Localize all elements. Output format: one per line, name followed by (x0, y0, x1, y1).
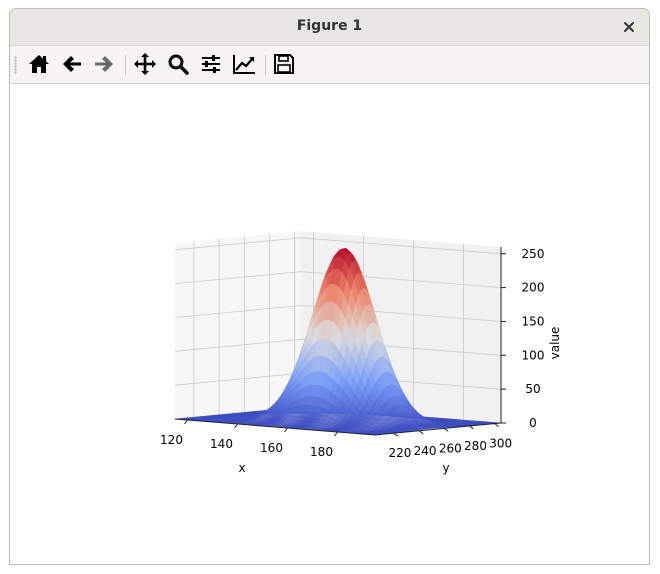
y-tick-label: 240 (414, 444, 437, 458)
y-tick (393, 432, 399, 437)
toolbar-separator (125, 55, 126, 75)
z-tick-label: 100 (522, 348, 545, 362)
x-tick-label: 140 (210, 437, 233, 451)
z-tick-label: 50 (525, 382, 540, 396)
close-icon (624, 22, 634, 32)
z-tick-label: 0 (529, 416, 537, 430)
grid-line-z (174, 237, 502, 255)
y-tick-label: 300 (489, 437, 512, 451)
y-tick-label: 260 (439, 441, 462, 455)
edit-axes-button[interactable] (229, 49, 259, 79)
x-tick-label: 120 (160, 433, 183, 447)
y-tick-label: 280 (464, 439, 487, 453)
home-icon (29, 55, 49, 73)
z-tick-label: 250 (522, 247, 545, 261)
x-tick-label: 180 (310, 445, 333, 459)
arrow-left-icon (63, 56, 81, 72)
home-button[interactable] (24, 49, 54, 79)
toolbar-separator (265, 55, 266, 75)
axes-labels: 120 140 160 180 220 240 260 280 300 0 50 100 150 200 2… (160, 247, 562, 475)
back-button[interactable] (57, 49, 87, 79)
close-button[interactable] (617, 15, 641, 39)
x-tick (334, 431, 338, 437)
window-title: Figure 1 (296, 18, 363, 34)
pan-button[interactable] (130, 49, 160, 79)
grid-line-z (174, 271, 502, 288)
y-tick (418, 430, 424, 435)
line-chart-icon (233, 55, 255, 74)
z-tick-label: 150 (522, 314, 545, 328)
forward-button[interactable] (89, 49, 119, 79)
figure-canvas[interactable]: 120 140 160 180 220 240 260 280 300 0 50 100 150 200 2… (10, 84, 649, 564)
zoom-button[interactable] (163, 49, 193, 79)
y-tick (443, 427, 449, 432)
x-axis-line (174, 418, 376, 436)
z-axis-label: value (548, 327, 562, 360)
grid-line-z (174, 338, 502, 356)
z-tick-label: 200 (522, 281, 545, 295)
sliders-icon (202, 55, 220, 73)
y-axis-line (374, 422, 502, 436)
x-tick (234, 423, 238, 429)
surface-plot: 120 140 160 180 220 240 260 280 300 0 50 100 150 200 2… (160, 231, 562, 475)
y-tick (469, 425, 474, 430)
y-tick (494, 423, 500, 428)
toolbar-grip[interactable] (14, 56, 17, 74)
title-bar: Figure 1 (10, 9, 649, 46)
x-tick (184, 419, 188, 425)
arrow-right-icon (95, 56, 113, 72)
grid-line-z (174, 305, 502, 322)
move-icon (134, 53, 156, 75)
x-tick (284, 427, 288, 433)
floppy-disk-icon (274, 54, 294, 74)
y-axis-label: y (442, 461, 449, 475)
save-button[interactable] (269, 49, 299, 79)
magnifier-icon (168, 54, 189, 75)
figure-window: Figure 1 (9, 8, 650, 565)
configure-subplots-button[interactable] (196, 49, 226, 79)
x-axis-label: x (238, 461, 245, 475)
axes-lines (174, 247, 506, 437)
x-tick-label: 160 (260, 441, 283, 455)
navigation-toolbar (10, 46, 649, 84)
y-tick-label: 220 (388, 446, 411, 460)
